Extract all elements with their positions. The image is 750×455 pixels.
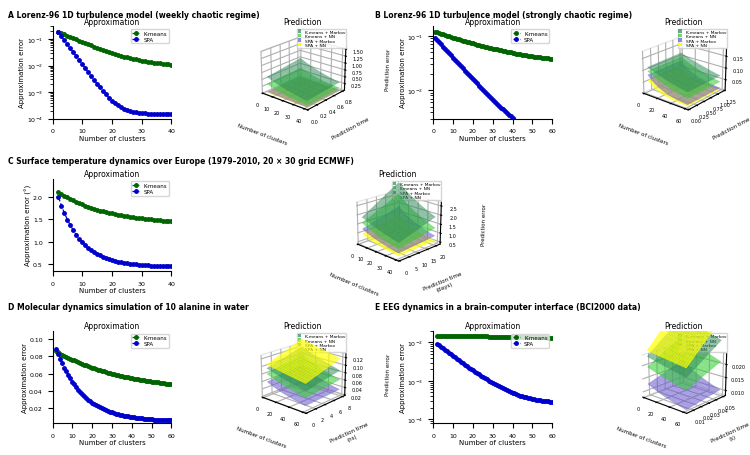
X-axis label: Number of clusters: Number of clusters bbox=[237, 123, 288, 146]
Text: D Molecular dynamics simulation of 10 alanine in water: D Molecular dynamics simulation of 10 al… bbox=[8, 303, 248, 312]
X-axis label: Number of clusters: Number of clusters bbox=[79, 439, 146, 445]
Y-axis label: Prediction time
(s): Prediction time (s) bbox=[710, 421, 750, 449]
Y-axis label: Approximation error: Approximation error bbox=[22, 342, 28, 412]
X-axis label: Number of clusters: Number of clusters bbox=[459, 439, 526, 445]
Legend: K-means, SPA: K-means, SPA bbox=[130, 30, 169, 44]
Title: Approximation: Approximation bbox=[84, 169, 140, 178]
Text: E EEG dynamics in a brain-computer interface (BCI2000 data): E EEG dynamics in a brain-computer inter… bbox=[375, 303, 640, 312]
Legend: K-means + Markov, Kmeans + NN, SPA + Markov, SPA + NN: K-means + Markov, Kmeans + NN, SPA + Mar… bbox=[297, 30, 346, 49]
X-axis label: Number of clusters: Number of clusters bbox=[616, 426, 667, 449]
Text: C Surface temperature dynamics over Europe (1979–2010, 20 × 30 grid ECMWF): C Surface temperature dynamics over Euro… bbox=[8, 157, 353, 166]
X-axis label: Number of clusters: Number of clusters bbox=[328, 272, 379, 297]
Legend: K-means, SPA: K-means, SPA bbox=[130, 182, 169, 196]
X-axis label: Number of clusters: Number of clusters bbox=[618, 123, 669, 146]
Legend: K-means + Markov, Kmeans + NN, SPA + Markov, SPA + NN: K-means + Markov, Kmeans + NN, SPA + Mar… bbox=[677, 30, 727, 49]
Y-axis label: Approximation error: Approximation error bbox=[400, 38, 406, 108]
X-axis label: Number of clusters: Number of clusters bbox=[79, 136, 146, 142]
Legend: K-means + Markov, Kmeans + NN, SPA + Markov, SPA + NN: K-means + Markov, Kmeans + NN, SPA + Mar… bbox=[297, 334, 346, 353]
Legend: K-means + Markov, Kmeans + NN, SPA + Markov, SPA + NN: K-means + Markov, Kmeans + NN, SPA + Mar… bbox=[677, 334, 727, 353]
Legend: K-means, SPA: K-means, SPA bbox=[512, 334, 550, 348]
Legend: K-means, SPA: K-means, SPA bbox=[130, 334, 169, 348]
Text: A Lorenz-96 1D turbulence model (weekly chaotic regime): A Lorenz-96 1D turbulence model (weekly … bbox=[8, 11, 260, 20]
X-axis label: Number of clusters: Number of clusters bbox=[459, 136, 526, 142]
Title: Approximation: Approximation bbox=[464, 321, 520, 330]
Title: Prediction: Prediction bbox=[378, 169, 417, 178]
Legend: K-means + Markov, Kmeans + NN, SPA + Markov, SPA + NN: K-means + Markov, Kmeans + NN, SPA + Mar… bbox=[392, 182, 442, 201]
Legend: K-means, SPA: K-means, SPA bbox=[512, 30, 550, 44]
Title: Approximation: Approximation bbox=[84, 321, 140, 330]
Title: Prediction: Prediction bbox=[664, 18, 702, 26]
Y-axis label: Approximation error (°): Approximation error (°) bbox=[24, 185, 32, 266]
Title: Prediction: Prediction bbox=[284, 18, 322, 26]
Y-axis label: Prediction time
: Prediction time bbox=[712, 116, 750, 146]
Text: B Lorenz-96 1D turbulence model (strongly chaotic regime): B Lorenz-96 1D turbulence model (strongl… bbox=[375, 11, 632, 20]
X-axis label: Number of clusters: Number of clusters bbox=[79, 287, 146, 293]
Title: Prediction: Prediction bbox=[284, 321, 322, 330]
X-axis label: Number of clusters: Number of clusters bbox=[236, 426, 286, 449]
Y-axis label: Prediction time
(days): Prediction time (days) bbox=[423, 271, 465, 297]
Title: Prediction: Prediction bbox=[664, 321, 702, 330]
Title: Approximation: Approximation bbox=[84, 18, 140, 26]
Y-axis label: Approximation error: Approximation error bbox=[400, 342, 406, 412]
Y-axis label: Prediction time
: Prediction time bbox=[331, 116, 373, 146]
Y-axis label: Prediction time
(ns): Prediction time (ns) bbox=[330, 421, 372, 449]
Title: Approximation: Approximation bbox=[464, 18, 520, 26]
Y-axis label: Approximation error: Approximation error bbox=[20, 38, 26, 108]
